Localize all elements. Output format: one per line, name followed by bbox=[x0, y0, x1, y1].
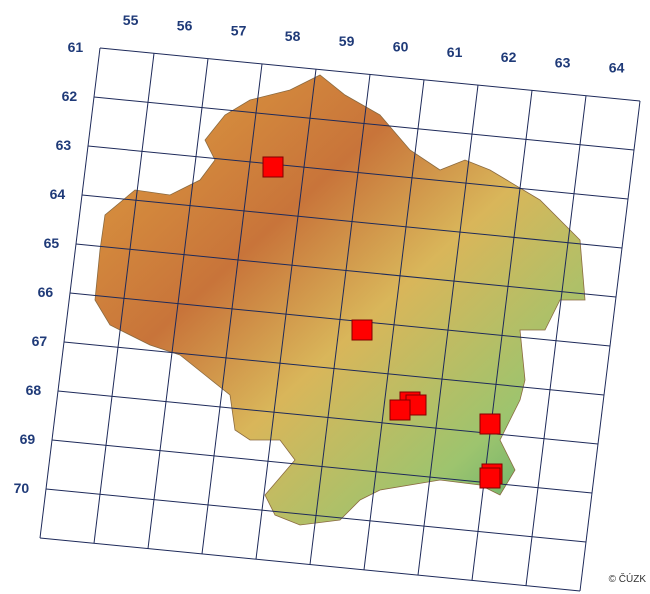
row-label: 65 bbox=[44, 235, 60, 251]
row-label: 62 bbox=[62, 88, 78, 104]
row-label: 66 bbox=[38, 284, 54, 300]
region bbox=[94, 74, 586, 526]
row-label: 68 bbox=[26, 382, 42, 398]
row-label: 64 bbox=[50, 186, 66, 202]
column-label: 58 bbox=[285, 28, 301, 44]
grid-line bbox=[40, 538, 580, 591]
marker bbox=[479, 413, 501, 435]
column-label: 56 bbox=[177, 17, 193, 33]
marker bbox=[351, 319, 373, 341]
column-label: 57 bbox=[231, 23, 247, 39]
grid-line bbox=[70, 293, 610, 346]
column-label: 63 bbox=[555, 54, 571, 70]
grid-line bbox=[58, 391, 598, 444]
grid-line bbox=[82, 195, 622, 248]
column-label: 64 bbox=[609, 60, 625, 76]
column-label: 61 bbox=[447, 44, 463, 60]
row-label: 63 bbox=[56, 137, 72, 153]
grid-line bbox=[88, 146, 628, 199]
grid-line bbox=[64, 342, 604, 395]
marker bbox=[479, 467, 501, 489]
row-label: 70 bbox=[14, 480, 30, 496]
row-label: 61 bbox=[68, 39, 84, 55]
column-label: 59 bbox=[339, 33, 355, 49]
labels: 55 56 57 58 59 60 61 62 63 64 61 62 63 64 65 66 67 68 69 70 bbox=[14, 12, 625, 496]
marker bbox=[389, 399, 411, 421]
row-label: 67 bbox=[32, 333, 48, 349]
grid-line bbox=[46, 489, 586, 542]
grid-line bbox=[94, 97, 634, 150]
column-label: 55 bbox=[123, 12, 139, 28]
copyright: © ČÚZK bbox=[609, 572, 647, 585]
column-label: 60 bbox=[393, 38, 409, 54]
grid bbox=[40, 48, 640, 591]
grid-line bbox=[76, 244, 616, 297]
marker bbox=[262, 156, 284, 178]
occurrence-markers bbox=[262, 156, 503, 489]
grid-line bbox=[100, 48, 640, 101]
column-label: 62 bbox=[501, 49, 517, 65]
row-label: 69 bbox=[20, 431, 36, 447]
